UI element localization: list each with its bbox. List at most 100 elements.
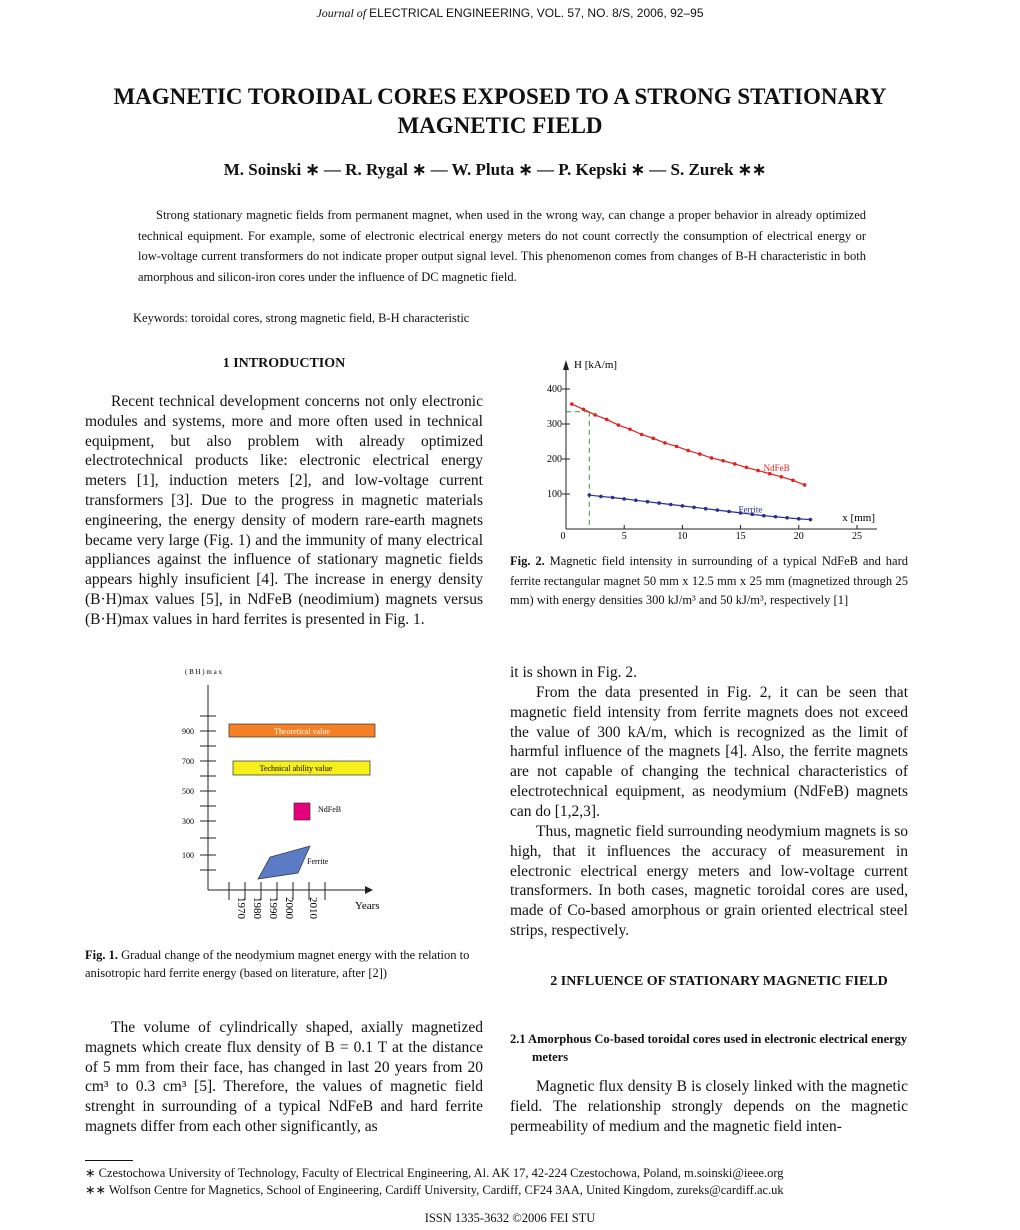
- point: [698, 452, 702, 456]
- figure-2: H [kA/m] x [mm] 100 200 300 400 0 5 10 15 20 25 NdFe…: [547, 359, 877, 542]
- point: [645, 499, 650, 504]
- running-header: Journal of ELECTRICAL ENGINEERING, VOL. …: [0, 6, 1020, 21]
- ndfeb: [293, 802, 311, 821]
- label: NdFeB: [318, 805, 341, 814]
- point: [744, 465, 749, 470]
- paragraph: The volume of cylindrically shaped, axia…: [85, 1019, 483, 1135]
- point: [581, 407, 586, 412]
- footnote-rule: [85, 1160, 133, 1161]
- bar: [228, 723, 376, 738]
- y-tick-label: 200: [547, 454, 562, 465]
- point: [791, 478, 795, 483]
- section-heading: 2 INFLUENCE OF STATIONARY MAGNETIC FIELD: [550, 974, 888, 989]
- x-tick-label: 5: [622, 531, 627, 542]
- x-label: 1980: [251, 897, 263, 920]
- point: [628, 427, 632, 432]
- ferrite: [257, 845, 311, 880]
- point: [756, 468, 760, 473]
- footnote: ∗∗ Wolfson Centre for Magnetics, School …: [85, 1183, 784, 1197]
- point: [570, 402, 574, 406]
- point: [797, 517, 801, 521]
- bar-label: Technical ability value: [260, 764, 333, 773]
- y-tick-label: 400: [547, 384, 562, 395]
- x-tick-label: 10: [677, 531, 687, 542]
- title: MAGNETIC TOROIDAL CORES EXPOSED TO A STR…: [113, 84, 887, 138]
- point: [715, 508, 720, 512]
- x-label: 1970: [235, 897, 247, 920]
- point: [639, 432, 644, 437]
- point: [616, 423, 621, 427]
- y-label: 900: [182, 727, 194, 736]
- point: [686, 448, 691, 453]
- point: [680, 504, 685, 508]
- caption-text: Gradual change of the neodymium magnet e…: [85, 948, 470, 980]
- paragraph: From the data presented in Fig. 2, it ca…: [510, 684, 908, 820]
- y-label: 700: [182, 757, 194, 766]
- point: [692, 505, 696, 510]
- point: [610, 495, 615, 500]
- point: [599, 494, 603, 499]
- series-label: Ferrite: [738, 505, 762, 515]
- x-label: 1990: [267, 897, 279, 920]
- point: [773, 514, 778, 519]
- point: [634, 498, 638, 503]
- x-tick-label: 20: [794, 531, 804, 542]
- axis-label: x [mm]: [842, 512, 875, 524]
- paragraph: Thus, magnetic field surrounding neodymi…: [510, 823, 908, 939]
- citation: ELECTRICAL ENGINEERING, VOL. 57, NO. 8/S…: [369, 6, 704, 20]
- footnote: ∗ Czestochowa University of Technology, …: [85, 1166, 784, 1180]
- x-label: 2000: [283, 897, 295, 920]
- point: [663, 441, 667, 445]
- x-label: 2010: [307, 897, 319, 920]
- label: Ferrite: [307, 857, 329, 866]
- point: [808, 517, 813, 522]
- point: [721, 458, 725, 463]
- bar-label: Theoretical value: [274, 727, 330, 736]
- bar: [232, 760, 371, 776]
- point: [802, 483, 807, 487]
- point: [587, 493, 592, 497]
- point: [604, 417, 609, 422]
- point: [727, 509, 731, 514]
- subsection-heading: 2.1 Amorphous Co-based toroidal cores us…: [510, 1032, 908, 1064]
- series-line: [589, 494, 811, 521]
- abstract: Strong stationary magnetic fields from p…: [138, 208, 866, 284]
- arrow: [365, 886, 373, 894]
- point: [668, 502, 673, 507]
- point: [703, 506, 708, 511]
- figure-1: ( B H ) m a x 900 700 500 300 100 1970 1980 1990…: [182, 668, 380, 920]
- point: [738, 511, 743, 515]
- point: [593, 413, 597, 417]
- journal: Journal of: [316, 6, 367, 20]
- paragraph: Magnetic flux density B is closely linke…: [510, 1078, 908, 1135]
- point: [750, 512, 755, 517]
- arrow: [563, 360, 569, 370]
- caption-label: Fig. 1.: [85, 948, 118, 962]
- point: [657, 501, 661, 505]
- keywords: Keywords: toroidal cores, strong magneti…: [133, 311, 470, 325]
- authors: M. Soinski ∗ — R. Rygal ∗ — W. Pluta ∗ —…: [223, 160, 767, 179]
- axis-label: Years: [355, 900, 380, 912]
- point: [767, 471, 772, 476]
- point: [779, 475, 784, 479]
- x-tick-label: 15: [736, 531, 746, 542]
- point: [762, 513, 766, 518]
- section-heading: 1 INTRODUCTION: [222, 356, 346, 371]
- paragraph: it is shown in Fig. 2.: [510, 664, 638, 681]
- y-label: 300: [182, 817, 194, 826]
- footer: ISSN 1335-3632 ©2006 FEI STU: [424, 1211, 596, 1225]
- paragraph: Recent technical development concerns no…: [85, 393, 483, 628]
- caption-text: Magnetic field intensity in surrounding …: [510, 554, 908, 607]
- point: [785, 516, 789, 520]
- point: [674, 444, 679, 449]
- caption-label: Fig. 2.: [510, 554, 545, 568]
- y-label: 500: [182, 787, 194, 796]
- y-label: 100: [182, 851, 194, 860]
- x-tick-label: 25: [852, 531, 862, 542]
- figure-caption: Fig. 2. Magnetic field intensity in surr…: [510, 552, 908, 611]
- axis-label: ( B H ) m a x: [185, 668, 222, 676]
- y-tick-label: 100: [547, 489, 562, 500]
- figure-caption: Fig. 1. Gradual change of the neodymium …: [85, 946, 483, 982]
- x-tick-label: 0: [561, 531, 566, 542]
